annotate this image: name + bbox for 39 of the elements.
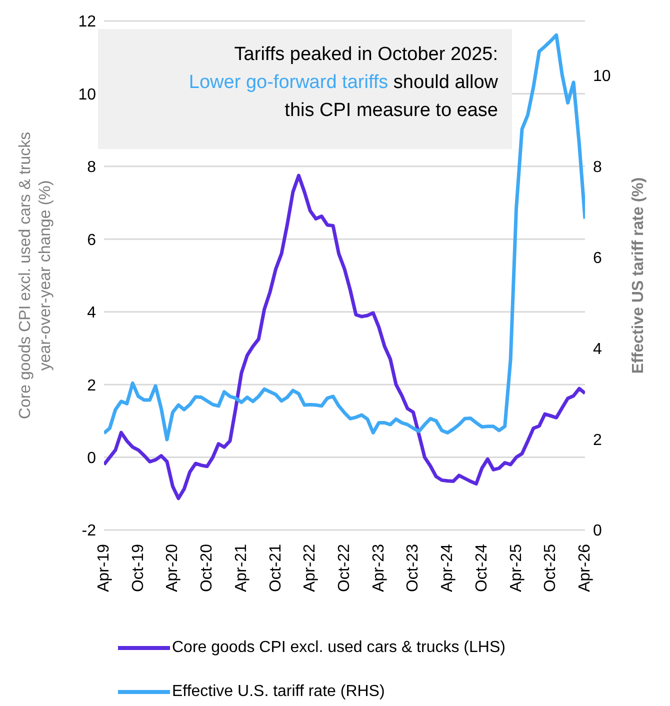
x-tick-label: Apr-22 <box>302 544 319 592</box>
text-box: Tariffs peaked in October 2025: Lower go-forward tariffs should allow this CPI measure to ease <box>98 29 512 149</box>
y-tick-label: 2 <box>87 377 96 394</box>
y2-tick-label: 4 <box>593 340 602 358</box>
annotation: Lower go-forward tariffs should allow <box>188 71 498 95</box>
line-series <box>104 174 585 500</box>
legend-label: Core goods CPI excl. used cars & trucks (LHS) <box>172 639 506 657</box>
x-tick-label: Oct-25 <box>542 544 560 592</box>
y-tick-label: 8 <box>87 159 96 176</box>
y-tick-label: 12 <box>78 14 96 31</box>
y2-tick-label: 8 <box>593 159 602 176</box>
y2-tick-label: 10 <box>593 68 611 86</box>
x-tick-label: Oct-22 <box>336 544 353 592</box>
x-tick-label: Apr-19 <box>96 544 112 592</box>
y2-tick-label: 0 <box>593 522 602 540</box>
annotation: Tariffs peaked in October 2025: <box>233 43 498 67</box>
y2-axis-title: Effective US tariff rate (%) <box>630 177 647 374</box>
x-tick-label: Oct-24 <box>473 544 490 592</box>
y-axis-title: Core goods CPI excl. used cars & trucks year-over-year change (%) <box>17 132 54 420</box>
x-tick-label: Apr-25 <box>508 544 525 592</box>
y-tick-label: 10 <box>78 86 96 104</box>
x-tick-label: Oct-20 <box>198 544 216 592</box>
x-tick-label: Oct-19 <box>130 544 147 592</box>
x-tick-label: Apr-21 <box>232 544 250 592</box>
x-tick-label: Apr-23 <box>370 544 388 592</box>
y2-tick-label: 6 <box>593 250 602 267</box>
y-tick-label: -2 <box>82 522 96 540</box>
y2-tick-label: 2 <box>593 432 602 449</box>
y-tick-label: 0 <box>87 450 96 467</box>
annotation: this CPI measure to ease <box>284 99 498 123</box>
x-tick-label: Apr-20 <box>164 544 182 592</box>
line-series <box>104 33 585 442</box>
legend-label: Effective U.S. tariff rate (RHS) <box>172 683 385 701</box>
x-tick-label: Apr-26 <box>576 544 594 592</box>
y-tick-label: 6 <box>87 232 96 249</box>
x-tick-label: Apr-24 <box>439 544 456 592</box>
x-tick-label: Oct-23 <box>404 544 422 592</box>
x-tick-label: Oct-21 <box>267 544 284 592</box>
y-tick-label: 4 <box>87 304 96 322</box>
